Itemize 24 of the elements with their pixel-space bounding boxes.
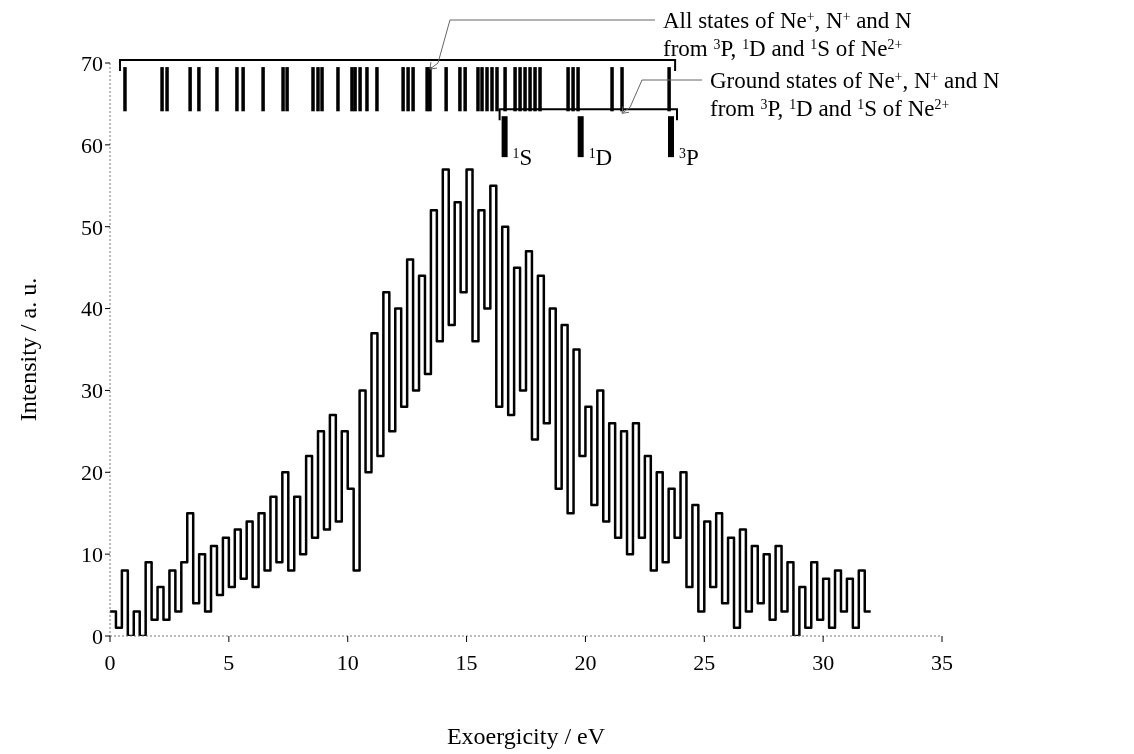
y-tick-label: 70 bbox=[81, 50, 103, 76]
annotation: from $^{3}$P, $^{1}$D and $^{1}$S of Ne$^{2+}$ bbox=[710, 96, 950, 121]
x-tick-label: 5 bbox=[223, 649, 235, 675]
y-tick-label: 40 bbox=[81, 296, 103, 322]
x-tick-label: 15 bbox=[455, 649, 478, 675]
y-tick-label: 20 bbox=[81, 460, 103, 486]
text: from $^{3}$P, $^{1}$D and $^{1}$S of Ne$^{2+}$ bbox=[663, 36, 903, 61]
y-tick-label: 10 bbox=[81, 541, 103, 567]
annotation: $^{1}$D bbox=[588, 144, 613, 170]
x-axis-title: Exoergicity / eV bbox=[446, 723, 606, 749]
annotation: Ground states of Ne$^{+}$, N$^{+}$ and N bbox=[710, 68, 1001, 93]
x-tick-label: 30 bbox=[812, 649, 835, 675]
y-tick-label: 0 bbox=[92, 623, 103, 649]
annotation: All states of Ne$^{+}$, N$^{+}$ and N bbox=[663, 8, 913, 33]
y-tick-label: 30 bbox=[81, 378, 103, 404]
x-tick-label: 35 bbox=[931, 649, 953, 675]
y-axis-title: Intensity / a. u. bbox=[15, 277, 41, 422]
y-tick-label: 60 bbox=[81, 132, 103, 158]
y-tick-label: 50 bbox=[81, 214, 103, 240]
annotation: $^{1}$S bbox=[512, 144, 533, 170]
x-tick-label: 20 bbox=[574, 649, 597, 675]
annotation: $^{3}$P bbox=[679, 144, 699, 170]
x-tick-label: 10 bbox=[336, 649, 359, 675]
x-tick-label: 25 bbox=[693, 649, 716, 675]
